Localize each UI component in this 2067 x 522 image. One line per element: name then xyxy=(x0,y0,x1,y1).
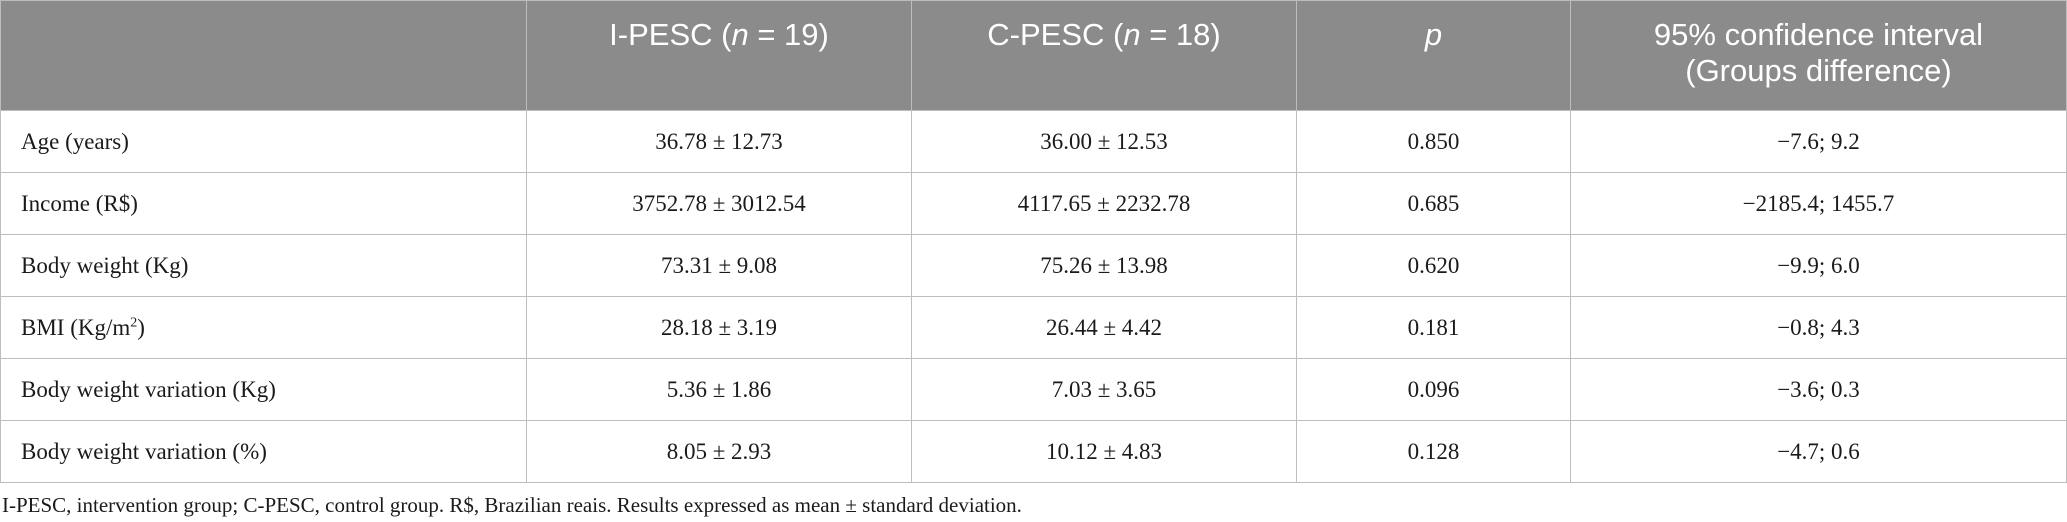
header-empty xyxy=(0,0,527,111)
cell-confidence-interval: −3.6; 0.3 xyxy=(1570,358,2067,421)
row-label: BMI (Kg/m2) xyxy=(0,296,527,359)
table-row: Body weight variation (%) 8.05 ± 2.93 10.1… xyxy=(0,420,2067,483)
header-ipesc-n: n xyxy=(731,17,749,52)
table-row: Age (years) 36.78 ± 12.73 36.00 ± 12.53 0.8… xyxy=(0,110,2067,173)
cell-confidence-interval: −0.8; 4.3 xyxy=(1570,296,2067,359)
cell-p-value: 0.096 xyxy=(1296,358,1571,421)
table-row: BMI (Kg/m2) 28.18 ± 3.19 26.44 ± 4.42 0.181… xyxy=(0,296,2067,359)
cell-cpesc: 36.00 ± 12.53 xyxy=(911,110,1297,173)
row-label: Body weight (Kg) xyxy=(0,234,527,297)
row-label: Body weight variation (Kg) xyxy=(0,358,527,421)
cell-p-value: 0.181 xyxy=(1296,296,1571,359)
table-body: Age (years) 36.78 ± 12.73 36.00 ± 12.53 0.8… xyxy=(0,110,2067,483)
row-label: Income (R$) xyxy=(0,172,527,235)
table-row: Body weight (Kg) 73.31 ± 9.08 75.26 ± 13.9… xyxy=(0,234,2067,297)
table-row: Body weight variation (Kg) 5.36 ± 1.86 7.0… xyxy=(0,358,2067,421)
header-p-value: p xyxy=(1296,0,1571,111)
cell-ipesc: 3752.78 ± 3012.54 xyxy=(526,172,912,235)
cell-confidence-interval: −9.9; 6.0 xyxy=(1570,234,2067,297)
row-label: Age (years) xyxy=(0,110,527,173)
cell-confidence-interval: −7.6; 9.2 xyxy=(1570,110,2067,173)
cell-cpesc: 75.26 ± 13.98 xyxy=(911,234,1297,297)
row-label: Body weight variation (%) xyxy=(0,420,527,483)
cell-p-value: 0.850 xyxy=(1296,110,1571,173)
header-confidence-interval: 95% confidence interval (Groups differenc… xyxy=(1570,0,2067,111)
cell-ipesc: 5.36 ± 1.86 xyxy=(526,358,912,421)
header-row: I-PESC (n = 19) C-PESC (n = 18) p 95% co… xyxy=(0,0,2067,111)
cell-cpesc: 10.12 ± 4.83 xyxy=(911,420,1297,483)
cell-ipesc: 8.05 ± 2.93 xyxy=(526,420,912,483)
cell-p-value: 0.620 xyxy=(1296,234,1571,297)
header-ipesc: I-PESC (n = 19) xyxy=(526,0,912,111)
cell-confidence-interval: −2185.4; 1455.7 xyxy=(1570,172,2067,235)
results-table: I-PESC (n = 19) C-PESC (n = 18) p 95% co… xyxy=(0,0,2067,483)
cell-ipesc: 28.18 ± 3.19 xyxy=(526,296,912,359)
cell-cpesc: 7.03 ± 3.65 xyxy=(911,358,1297,421)
cell-p-value: 0.685 xyxy=(1296,172,1571,235)
cell-cpesc: 4117.65 ± 2232.78 xyxy=(911,172,1297,235)
cell-ipesc: 36.78 ± 12.73 xyxy=(526,110,912,173)
cell-ipesc: 73.31 ± 9.08 xyxy=(526,234,912,297)
table-footnote: I-PESC, intervention group; C-PESC, cont… xyxy=(2,493,1022,517)
cell-cpesc: 26.44 ± 4.42 xyxy=(911,296,1297,359)
header-cpesc-n: n xyxy=(1123,17,1141,52)
header-cpesc: C-PESC (n = 18) xyxy=(911,0,1297,111)
cell-confidence-interval: −4.7; 0.6 xyxy=(1570,420,2067,483)
cell-p-value: 0.128 xyxy=(1296,420,1571,483)
table-row: Income (R$) 3752.78 ± 3012.54 4117.65 ± 22… xyxy=(0,172,2067,235)
